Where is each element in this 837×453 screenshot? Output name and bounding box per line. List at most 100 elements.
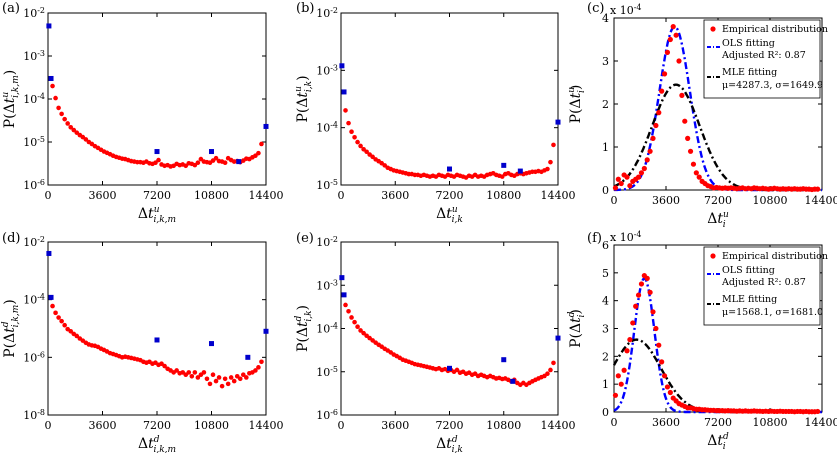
legend-entry: OLS fitting — [722, 265, 775, 276]
data-point — [364, 149, 369, 155]
data-point — [198, 156, 204, 162]
data-point — [641, 165, 647, 172]
data-point — [548, 367, 553, 373]
y-axis-label: P(Δtdi) — [567, 309, 587, 348]
x-tick-label: 14400 — [249, 419, 284, 432]
data-point — [661, 71, 668, 77]
y-tick-label: 10-4 — [316, 321, 338, 336]
highlight-point — [339, 275, 345, 281]
data-point — [635, 292, 642, 298]
data-point — [647, 148, 653, 154]
highlight-point — [555, 119, 561, 125]
highlight-point — [339, 63, 345, 69]
x-tick-label: 14400 — [805, 416, 837, 429]
data-point — [690, 161, 697, 167]
mle-fit-line — [613, 83, 822, 192]
highlight-point — [501, 357, 507, 363]
legend-box — [703, 19, 821, 99]
data-point — [693, 170, 699, 176]
data-point — [679, 92, 685, 98]
highlight-point — [209, 341, 214, 347]
data-point — [653, 325, 659, 332]
x-tick-label: 0 — [45, 419, 52, 432]
data-point — [237, 376, 243, 382]
y-tick-label: 10-2 — [23, 6, 45, 21]
panel-b: 0 3600 7200 10800 14400 10-5 10-4 10-3 10-2(b) Δt… — [294, 1, 576, 225]
panel-label: (f) — [587, 231, 602, 246]
y-tick-label: 0 — [602, 406, 609, 419]
y-axis-label: P(Δtui,k) — [294, 75, 314, 122]
data-point — [618, 381, 624, 387]
legend-entry: Empirical distribution — [722, 251, 828, 262]
data-point — [659, 88, 665, 94]
y-tick-label: 4 — [602, 295, 609, 308]
data-point — [815, 186, 821, 192]
data-point — [240, 372, 246, 377]
data-point — [664, 384, 671, 390]
data-point — [231, 378, 237, 384]
highlight-point — [46, 23, 52, 29]
x-tick-label: 10800 — [486, 419, 521, 432]
data-point — [343, 302, 348, 308]
data-point — [195, 160, 201, 166]
highlight-point — [555, 335, 561, 341]
data-point — [661, 373, 668, 379]
data-point — [213, 378, 219, 384]
x-tick-label: 14400 — [541, 189, 576, 202]
y-tick-label: 1 — [602, 378, 609, 391]
data-point — [656, 342, 662, 348]
y-tick-label: 10-8 — [23, 408, 45, 423]
data-point — [612, 392, 619, 398]
highlight-point — [154, 149, 160, 155]
data-point — [222, 160, 228, 166]
data-point — [68, 124, 74, 130]
y-tick-label: 10-4 — [23, 292, 45, 307]
y-tick-label: 5 — [602, 267, 609, 280]
data-point — [189, 373, 195, 379]
data-point — [667, 389, 673, 396]
highlight-point — [510, 378, 516, 384]
panel-e: 0 3600 7200 10800 14400 10-6 10-5 10-4 10-3 10-2(… — [294, 231, 576, 453]
x-tick-label: 7200 — [704, 416, 732, 429]
legend-entry: μ=1568.1, σ=1681.0 — [722, 307, 823, 318]
legend: Empirical distribution OLS fittingAdjuste… — [703, 19, 828, 99]
x-tick-label: 10800 — [753, 194, 788, 207]
data-point — [346, 120, 351, 126]
highlight-point — [447, 365, 452, 371]
data-point — [499, 174, 505, 179]
data-point — [162, 363, 167, 369]
highlight-point — [263, 328, 269, 334]
data-point — [627, 183, 633, 189]
data-point — [59, 111, 64, 117]
x-tick-label: 3600 — [89, 189, 117, 202]
data-point — [253, 153, 258, 159]
x-tick-label: 14400 — [805, 194, 837, 207]
axes-frame — [340, 241, 559, 416]
data-point — [74, 333, 80, 339]
legend-marker-empirical — [710, 253, 716, 259]
data-point — [638, 170, 645, 176]
data-point — [650, 309, 656, 315]
legend-entry: OLS fitting — [722, 38, 775, 49]
panel-c: 0 3600 7200 10800 14400 0 1 2 3 4x 10-4 (c) Δtu i P(Δ… — [567, 1, 837, 230]
data-point — [644, 157, 650, 163]
legend-entry: Empirical distribution — [722, 24, 828, 35]
y-tick-label: 3 — [602, 55, 609, 68]
x-tick-label: 3600 — [89, 419, 117, 432]
data-point — [615, 373, 621, 379]
legend-marker-empirical — [710, 26, 716, 32]
axes-frame — [47, 241, 267, 416]
x-tick-label: 3600 — [381, 189, 409, 202]
y-axis-label: P(Δtdi,k,m) — [1, 299, 21, 357]
data-point — [62, 322, 67, 328]
panel-label: (e) — [296, 231, 314, 246]
x-tick-label: 10800 — [194, 189, 229, 202]
highlight-point — [209, 149, 214, 155]
panel-d: 0 3600 7200 10800 14400 10-8 10-6 10-4 10-2(d) Δt… — [1, 231, 284, 453]
data-point — [256, 365, 261, 370]
data-point — [204, 376, 210, 382]
data-point — [156, 157, 161, 163]
legend: Empirical distribution OLS fittingAdjuste… — [703, 246, 828, 326]
data-point — [234, 373, 240, 379]
data-point — [638, 281, 645, 287]
